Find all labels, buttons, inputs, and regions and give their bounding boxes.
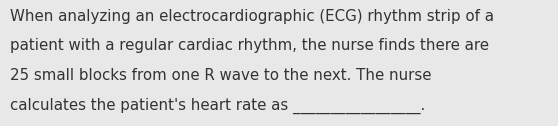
Text: When analyzing an electrocardiographic (ECG) rhythm strip of a: When analyzing an electrocardiographic (… [10,9,494,24]
Text: 25 small blocks from one R wave to the next. The nurse: 25 small blocks from one R wave to the n… [10,68,431,83]
Text: patient with a regular cardiac rhythm, the nurse finds there are: patient with a regular cardiac rhythm, t… [10,38,489,53]
Text: calculates the patient's heart rate as _________________.: calculates the patient's heart rate as _… [10,98,425,114]
